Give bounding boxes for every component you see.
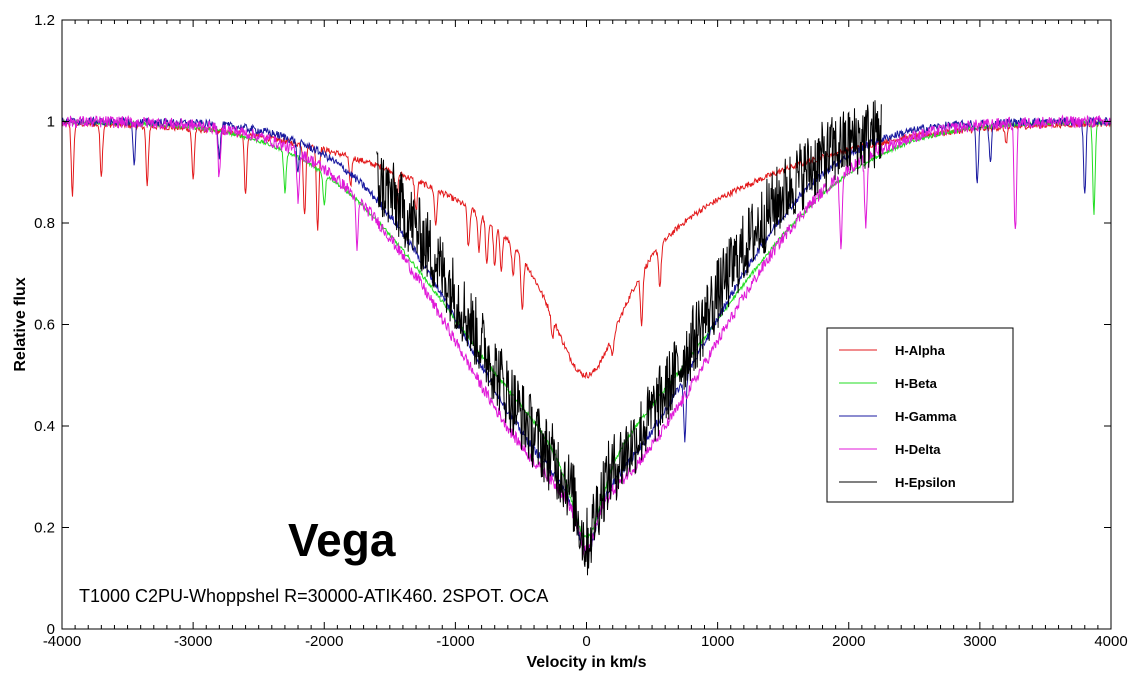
legend-label-h-delta: H-Delta	[895, 442, 941, 457]
legend-label-h-gamma: H-Gamma	[895, 409, 957, 424]
x-tick-label: 3000	[963, 633, 996, 650]
y-tick-label: 0.6	[34, 317, 55, 334]
legend-label-h-alpha: H-Alpha	[895, 343, 946, 358]
x-tick-label: 4000	[1094, 633, 1127, 650]
x-tick-label: -1000	[436, 633, 474, 650]
legend: H-Alpha H-Beta H-Gamma H-Delta H-Epsilon	[826, 327, 1014, 503]
y-tick-label: 0	[47, 621, 55, 638]
x-tick-label: -2000	[305, 633, 343, 650]
y-axis: 0 0.2 0.4 0.6 0.8 1 1.2	[34, 12, 1111, 638]
y-tick-label: 0.2	[34, 520, 55, 537]
star-name-annotation: Vega	[288, 514, 396, 566]
y-tick-label: 1.2	[34, 12, 55, 29]
x-tick-label: -4000	[43, 633, 81, 650]
x-axis: -4000 -3000 -2000 -1000 0 1000 2000 3000 4000	[43, 20, 1128, 650]
x-tick-label: 2000	[832, 633, 865, 650]
x-tick-label: -3000	[174, 633, 212, 650]
x-tick-label: 0	[582, 633, 590, 650]
y-tick-label: 0.4	[34, 418, 55, 435]
y-tick-label: 0.8	[34, 215, 55, 232]
plot-lines	[61, 100, 1112, 576]
x-tick-label: 1000	[701, 633, 734, 650]
instrument-annotation: T1000 C2PU-Whoppshel R=30000-ATIK460. 2S…	[79, 586, 548, 606]
series-line-h-epsilon	[376, 100, 882, 576]
x-axis-title: Velocity in km/s	[526, 654, 646, 671]
y-tick-label: 1	[47, 114, 55, 131]
legend-box	[826, 327, 1014, 503]
y-axis-title: Relative flux	[12, 277, 29, 371]
legend-label-h-beta: H-Beta	[895, 376, 938, 391]
legend-label-h-epsilon: H-Epsilon	[895, 475, 956, 490]
